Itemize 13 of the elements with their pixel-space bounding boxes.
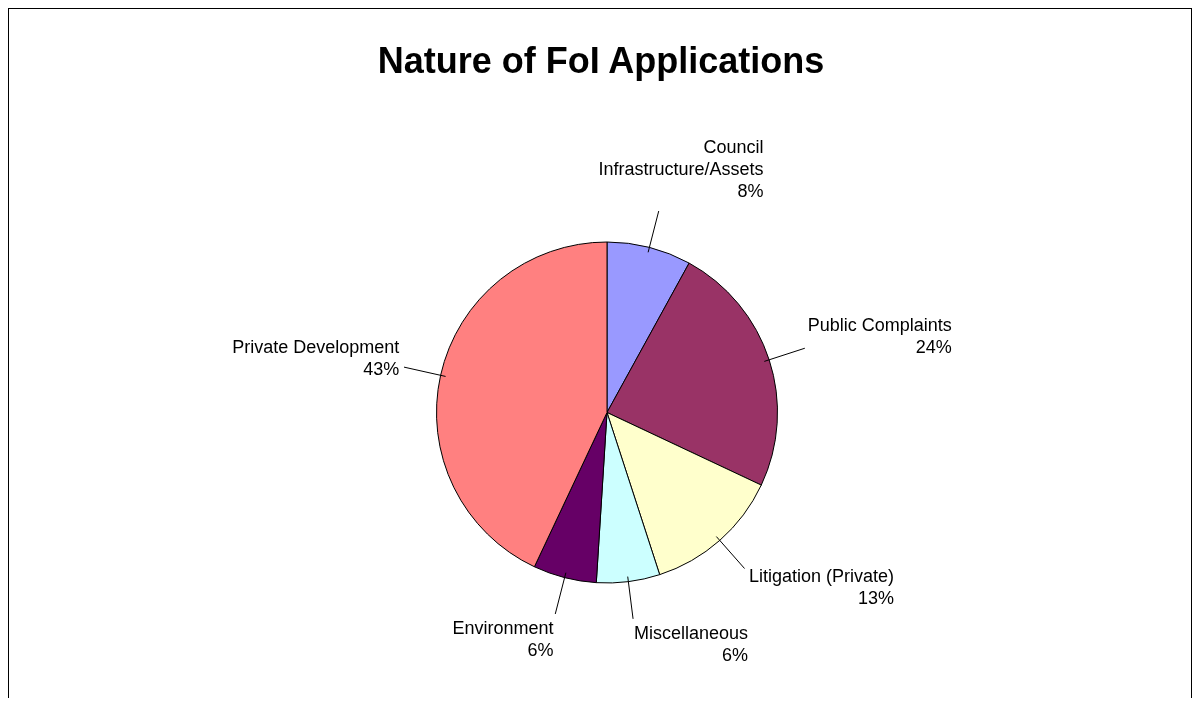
data-label: 8% — [737, 181, 764, 202]
data-label: 6% — [721, 645, 748, 666]
slice-label: Public Complaints — [807, 315, 952, 336]
slice-label: Environment — [452, 617, 554, 638]
slice-label: Private Development — [232, 336, 400, 357]
chart-title: Nature of FoI Applications — [377, 39, 825, 81]
data-label: 6% — [527, 639, 554, 660]
slice-label: Litigation (Private) — [749, 566, 895, 587]
data-label: 13% — [858, 588, 895, 609]
slice-label: Miscellaneous — [633, 623, 748, 644]
data-label: 24% — [915, 337, 952, 358]
slice-label: Council Infrastructure/Assets — [598, 137, 764, 180]
data-label: 43% — [363, 358, 400, 379]
